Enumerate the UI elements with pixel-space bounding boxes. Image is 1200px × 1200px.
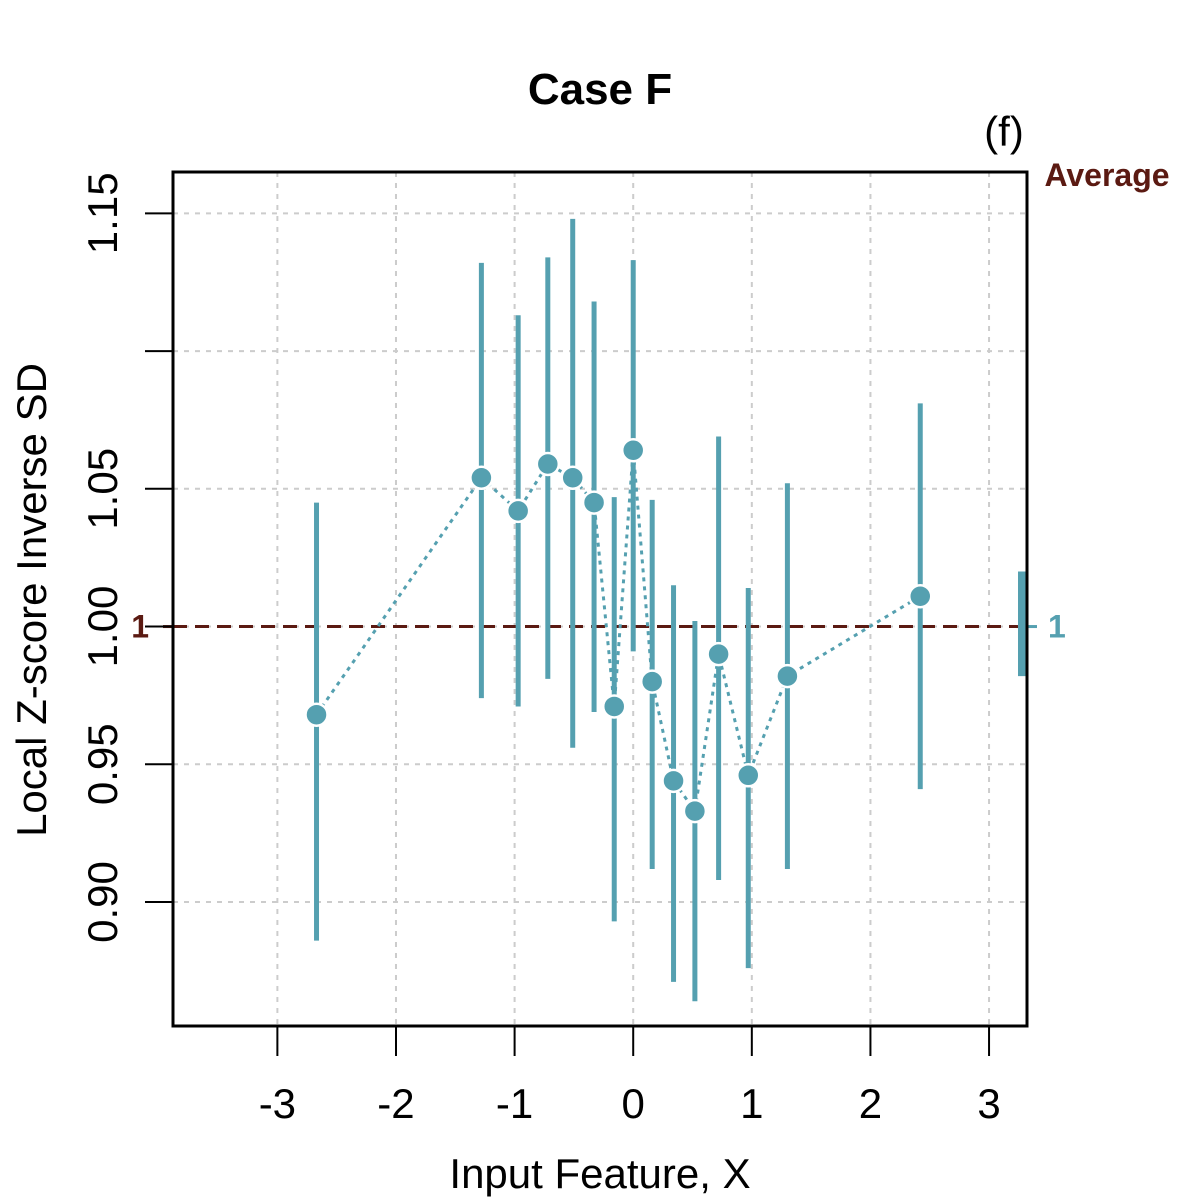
data-point	[775, 663, 800, 689]
data-point	[581, 490, 607, 515]
y-tick-label: 1.05	[79, 448, 126, 530]
data-point	[682, 798, 708, 824]
data-point	[304, 702, 329, 727]
data-point	[505, 498, 531, 524]
y-tick-label: 1.15	[79, 172, 126, 254]
y-tick-label: 0.95	[79, 723, 126, 805]
average-title: Average	[1044, 157, 1169, 193]
plot-frame	[171, 170, 1029, 1028]
data-point	[639, 669, 665, 694]
x-tick-label: 3	[977, 1080, 1000, 1127]
x-tick-label: 2	[859, 1080, 882, 1127]
chart-title: Case F	[528, 65, 672, 114]
x-tick-label: -2	[377, 1080, 414, 1127]
reference-line-label: 1	[131, 609, 149, 645]
y-tick-label: 1.00	[79, 586, 126, 668]
error-bars	[314, 218, 923, 1002]
data-point	[560, 465, 585, 491]
grid	[173, 172, 1027, 1026]
y-tick-label: 0.90	[79, 861, 126, 943]
data-point	[601, 694, 627, 719]
data-points	[304, 437, 933, 824]
average-value-label: 1	[1048, 609, 1066, 645]
x-tick-label: -1	[496, 1080, 533, 1127]
x-tick-label: 0	[622, 1080, 645, 1127]
data-point	[469, 465, 494, 491]
data-point	[661, 768, 686, 794]
x-axis-label: Input Feature, X	[449, 1150, 750, 1197]
average-group: 1	[1018, 571, 1066, 677]
x-tick-label: 1	[740, 1080, 763, 1127]
connector-line	[315, 450, 922, 816]
data-point	[535, 451, 561, 477]
y-axis-label: Local Z-score Inverse SD	[8, 363, 55, 837]
panel-tag: (f)	[984, 108, 1024, 155]
x-tick-label: -3	[259, 1080, 296, 1127]
data-point	[620, 437, 646, 463]
data-point	[706, 641, 731, 667]
x-axis: -3 -2 -1 0 1 2 3	[259, 1026, 1001, 1127]
data-point	[736, 763, 761, 788]
data-point	[908, 583, 933, 609]
connector-group	[315, 450, 922, 816]
y-axis: 0.90 0.95 1.00 1.05 1.15	[79, 172, 173, 943]
